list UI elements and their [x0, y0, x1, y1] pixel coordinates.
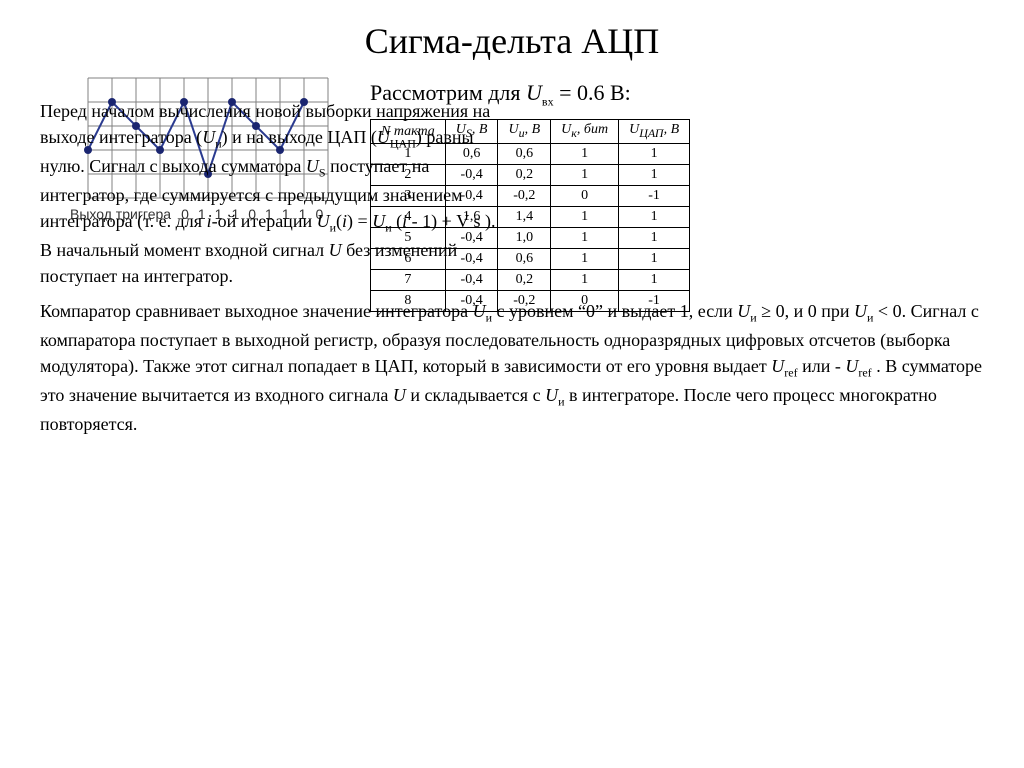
table-cell: 1 [619, 270, 690, 291]
table-cell: 1 [551, 207, 619, 228]
table-cell: 1 [619, 144, 690, 165]
table-cell: -1 [619, 186, 690, 207]
table-cell: 1 [551, 228, 619, 249]
table-cell: 0 [551, 186, 619, 207]
table-cell: 1 [619, 249, 690, 270]
table-cell: 1 [551, 270, 619, 291]
table-cell: 1 [551, 249, 619, 270]
page-title: Сигма-дельта АЦП [40, 20, 984, 62]
table-header: Uк, бит [551, 120, 619, 144]
table-cell: 1 [619, 207, 690, 228]
paragraph-2: Компаратор сравнивает выходное значение … [40, 298, 984, 437]
table-cell: 1 [619, 228, 690, 249]
table-cell: 1 [619, 165, 690, 186]
table-header: UЦАП, В [619, 120, 690, 144]
table-cell: 1 [551, 165, 619, 186]
paragraph-1: Перед началом вычисления новой выборки н… [40, 98, 520, 289]
table-cell: 1 [551, 144, 619, 165]
